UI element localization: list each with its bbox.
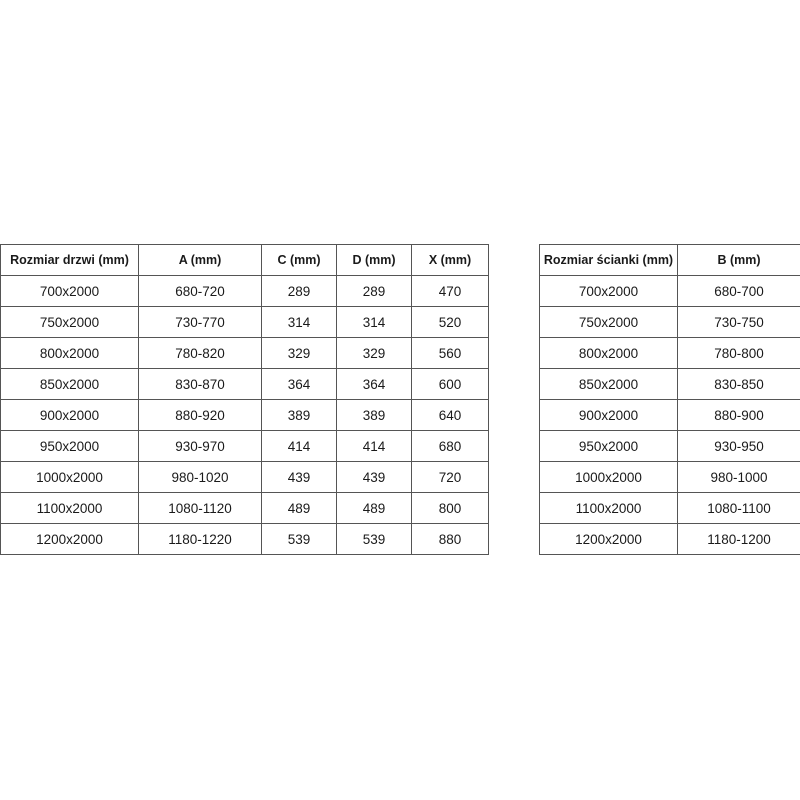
- table-cell: 1100x2000: [0, 492, 139, 524]
- table-cell: 800x2000: [0, 337, 139, 369]
- column-header: Rozmiar drzwi (mm): [0, 244, 139, 276]
- table-cell: 439: [336, 461, 412, 493]
- table-cell: 880-920: [138, 399, 262, 431]
- table-cell: 1200x2000: [0, 523, 139, 555]
- table-cell: 950x2000: [0, 430, 139, 462]
- table-cell: 800: [411, 492, 489, 524]
- table-row: 950x2000 930-950: [539, 430, 800, 462]
- table-row: 1200x2000 1180-1220 539 539 880: [0, 523, 489, 555]
- table-row: 1200x2000 1180-1200: [539, 523, 800, 555]
- table-row: 700x2000 680-720 289 289 470: [0, 275, 489, 307]
- table-cell: 1080-1120: [138, 492, 262, 524]
- table-cell: 1180-1200: [677, 523, 800, 555]
- table-cell: 539: [261, 523, 337, 555]
- table-cell: 930-970: [138, 430, 262, 462]
- table-cell: 780-820: [138, 337, 262, 369]
- table-row: 1100x2000 1080-1100: [539, 492, 800, 524]
- column-header: Rozmiar ścianki (mm): [539, 244, 678, 276]
- table-cell: 314: [336, 306, 412, 338]
- table-cell: 389: [336, 399, 412, 431]
- table-cell: 560: [411, 337, 489, 369]
- table-row: 750x2000 730-770 314 314 520: [0, 306, 489, 338]
- table-cell: 730-750: [677, 306, 800, 338]
- table-cell: 850x2000: [0, 368, 139, 400]
- table-header-row: Rozmiar ścianki (mm) B (mm): [539, 244, 800, 276]
- table-cell: 700x2000: [0, 275, 139, 307]
- door-size-table: Rozmiar drzwi (mm) A (mm) C (mm) D (mm) X (m…: [0, 244, 489, 555]
- table-cell: 329: [336, 337, 412, 369]
- table-cell: 1000x2000: [0, 461, 139, 493]
- table-cell: 1200x2000: [539, 523, 678, 555]
- table-cell: 470: [411, 275, 489, 307]
- table-cell: 489: [336, 492, 412, 524]
- table-row: 900x2000 880-920 389 389 640: [0, 399, 489, 431]
- table-cell: 289: [261, 275, 337, 307]
- table-cell: 329: [261, 337, 337, 369]
- table-cell: 1000x2000: [539, 461, 678, 493]
- table-cell: 950x2000: [539, 430, 678, 462]
- table-cell: 389: [261, 399, 337, 431]
- table-cell: 800x2000: [539, 337, 678, 369]
- table-row: 800x2000 780-800: [539, 337, 800, 369]
- table-cell: 289: [336, 275, 412, 307]
- table-row: 1000x2000 980-1000: [539, 461, 800, 493]
- table-row: 750x2000 730-750: [539, 306, 800, 338]
- table-cell: 830-850: [677, 368, 800, 400]
- table-cell: 750x2000: [0, 306, 139, 338]
- wall-panel-size-table: Rozmiar ścianki (mm) B (mm) 700x2000 680-7…: [539, 244, 800, 555]
- table-row: 900x2000 880-900: [539, 399, 800, 431]
- table-row: 800x2000 780-820 329 329 560: [0, 337, 489, 369]
- column-header: B (mm): [677, 244, 800, 276]
- table-cell: 900x2000: [0, 399, 139, 431]
- table-row: 850x2000 830-870 364 364 600: [0, 368, 489, 400]
- table-cell: 600: [411, 368, 489, 400]
- table-cell: 980-1020: [138, 461, 262, 493]
- column-header: A (mm): [138, 244, 262, 276]
- column-header: C (mm): [261, 244, 337, 276]
- table-cell: 880-900: [677, 399, 800, 431]
- table-cell: 680-700: [677, 275, 800, 307]
- table-cell: 489: [261, 492, 337, 524]
- table-cell: 730-770: [138, 306, 262, 338]
- table-cell: 364: [261, 368, 337, 400]
- table-cell: 640: [411, 399, 489, 431]
- table-cell: 680-720: [138, 275, 262, 307]
- table-cell: 520: [411, 306, 489, 338]
- table-cell: 1100x2000: [539, 492, 678, 524]
- table-cell: 700x2000: [539, 275, 678, 307]
- table-cell: 439: [261, 461, 337, 493]
- table-cell: 1180-1220: [138, 523, 262, 555]
- table-cell: 780-800: [677, 337, 800, 369]
- table-cell: 680: [411, 430, 489, 462]
- table-cell: 414: [336, 430, 412, 462]
- table-row: 1100x2000 1080-1120 489 489 800: [0, 492, 489, 524]
- table-row: 700x2000 680-700: [539, 275, 800, 307]
- table-cell: 880: [411, 523, 489, 555]
- column-header: X (mm): [411, 244, 489, 276]
- table-cell: 980-1000: [677, 461, 800, 493]
- table-cell: 414: [261, 430, 337, 462]
- table-row: 950x2000 930-970 414 414 680: [0, 430, 489, 462]
- table-cell: 750x2000: [539, 306, 678, 338]
- column-header: D (mm): [336, 244, 412, 276]
- table-cell: 364: [336, 368, 412, 400]
- table-cell: 830-870: [138, 368, 262, 400]
- table-header-row: Rozmiar drzwi (mm) A (mm) C (mm) D (mm) X (m…: [0, 244, 489, 276]
- table-cell: 900x2000: [539, 399, 678, 431]
- table-cell: 850x2000: [539, 368, 678, 400]
- table-cell: 930-950: [677, 430, 800, 462]
- table-row: 1000x2000 980-1020 439 439 720: [0, 461, 489, 493]
- table-row: 850x2000 830-850: [539, 368, 800, 400]
- table-cell: 314: [261, 306, 337, 338]
- table-cell: 1080-1100: [677, 492, 800, 524]
- table-cell: 720: [411, 461, 489, 493]
- table-cell: 539: [336, 523, 412, 555]
